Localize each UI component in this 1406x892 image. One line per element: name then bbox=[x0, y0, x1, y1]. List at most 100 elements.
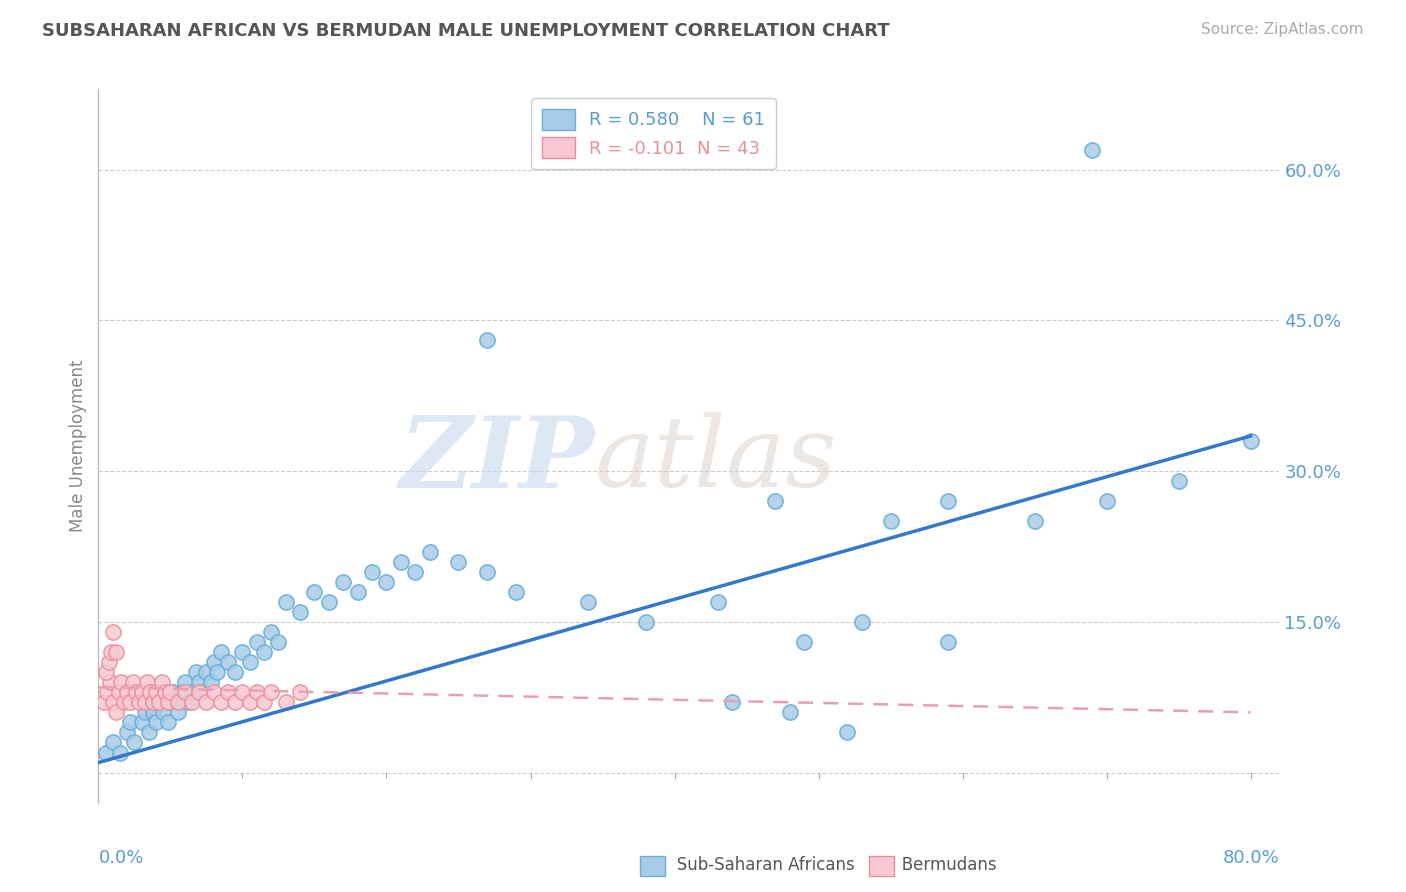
Point bbox=[239, 695, 262, 709]
Point bbox=[231, 645, 253, 659]
Point bbox=[253, 695, 276, 709]
Point bbox=[361, 565, 384, 579]
Point bbox=[166, 706, 188, 720]
Text: SUBSAHARAN AFRICAN VS BERMUDAN MALE UNEMPLOYMENT CORRELATION CHART: SUBSAHARAN AFRICAN VS BERMUDAN MALE UNEM… bbox=[42, 22, 890, 40]
Point bbox=[131, 685, 153, 699]
Point bbox=[447, 555, 470, 569]
Point bbox=[202, 655, 225, 669]
Point bbox=[246, 635, 269, 649]
Point bbox=[274, 695, 297, 709]
Point bbox=[177, 695, 200, 709]
Point bbox=[138, 725, 160, 739]
Point bbox=[159, 685, 181, 699]
Point bbox=[153, 685, 176, 699]
Text: Sub-Saharan Africans: Sub-Saharan Africans bbox=[661, 856, 855, 874]
Point bbox=[173, 675, 195, 690]
Point bbox=[267, 635, 290, 649]
Point bbox=[217, 685, 239, 699]
Point bbox=[145, 685, 167, 699]
Point bbox=[142, 706, 165, 720]
Point bbox=[145, 715, 167, 730]
Point bbox=[131, 715, 153, 730]
Point bbox=[170, 685, 193, 699]
Point bbox=[253, 645, 276, 659]
Point bbox=[209, 645, 232, 659]
Point bbox=[122, 675, 145, 690]
Point bbox=[231, 685, 253, 699]
Point bbox=[110, 675, 132, 690]
Point bbox=[288, 685, 311, 699]
Point bbox=[96, 685, 118, 699]
Legend: R = 0.580    N = 61, R = -0.101  N = 43: R = 0.580 N = 61, R = -0.101 N = 43 bbox=[531, 98, 776, 169]
Text: ZIP: ZIP bbox=[399, 412, 595, 508]
Point bbox=[375, 574, 398, 589]
Point bbox=[115, 725, 138, 739]
Point bbox=[112, 695, 135, 709]
Point bbox=[101, 695, 124, 709]
Point bbox=[634, 615, 657, 629]
Point bbox=[721, 695, 744, 709]
Point bbox=[94, 746, 117, 760]
Point bbox=[304, 584, 326, 599]
Point bbox=[260, 624, 283, 639]
Point bbox=[188, 675, 211, 690]
Point bbox=[186, 665, 208, 680]
Point bbox=[288, 605, 311, 619]
Point bbox=[166, 695, 188, 709]
Point bbox=[1095, 494, 1118, 508]
Point bbox=[202, 685, 225, 699]
Point bbox=[152, 706, 174, 720]
Point bbox=[98, 675, 121, 690]
Point bbox=[101, 735, 124, 749]
Point bbox=[159, 695, 181, 709]
Point bbox=[837, 725, 859, 739]
Point bbox=[94, 665, 117, 680]
Point bbox=[1167, 474, 1189, 488]
Y-axis label: Male Unemployment: Male Unemployment bbox=[69, 359, 87, 533]
Point bbox=[332, 574, 354, 589]
Point bbox=[576, 595, 599, 609]
Point bbox=[318, 595, 340, 609]
Point bbox=[260, 685, 283, 699]
Point bbox=[148, 695, 170, 709]
Point bbox=[195, 665, 218, 680]
Point bbox=[1024, 515, 1046, 529]
Text: 0.0%: 0.0% bbox=[98, 849, 143, 867]
Point bbox=[120, 695, 142, 709]
Point bbox=[389, 555, 412, 569]
Point bbox=[205, 665, 228, 680]
Point bbox=[124, 735, 146, 749]
Point bbox=[115, 685, 138, 699]
Point bbox=[419, 544, 441, 558]
Point bbox=[793, 635, 815, 649]
Point bbox=[191, 685, 214, 699]
Point bbox=[134, 695, 156, 709]
Point bbox=[851, 615, 873, 629]
Point bbox=[1240, 434, 1263, 448]
Point bbox=[936, 494, 959, 508]
Point bbox=[936, 635, 959, 649]
Point bbox=[274, 595, 297, 609]
Point bbox=[763, 494, 786, 508]
Point bbox=[120, 715, 142, 730]
Point bbox=[107, 685, 129, 699]
Point bbox=[156, 695, 179, 709]
Point bbox=[101, 624, 124, 639]
Point bbox=[346, 584, 368, 599]
Point bbox=[162, 685, 184, 699]
Point bbox=[128, 695, 150, 709]
Point bbox=[142, 695, 165, 709]
Point bbox=[779, 706, 801, 720]
Point bbox=[108, 746, 131, 760]
Text: Bermudans: Bermudans bbox=[886, 856, 997, 874]
Point bbox=[706, 595, 728, 609]
Point bbox=[477, 565, 499, 579]
Text: 80.0%: 80.0% bbox=[1223, 849, 1279, 867]
Point bbox=[239, 655, 262, 669]
Point bbox=[104, 706, 127, 720]
Point bbox=[188, 685, 211, 699]
Point bbox=[150, 675, 173, 690]
Point bbox=[104, 645, 127, 659]
Point bbox=[181, 685, 204, 699]
Point bbox=[139, 685, 162, 699]
